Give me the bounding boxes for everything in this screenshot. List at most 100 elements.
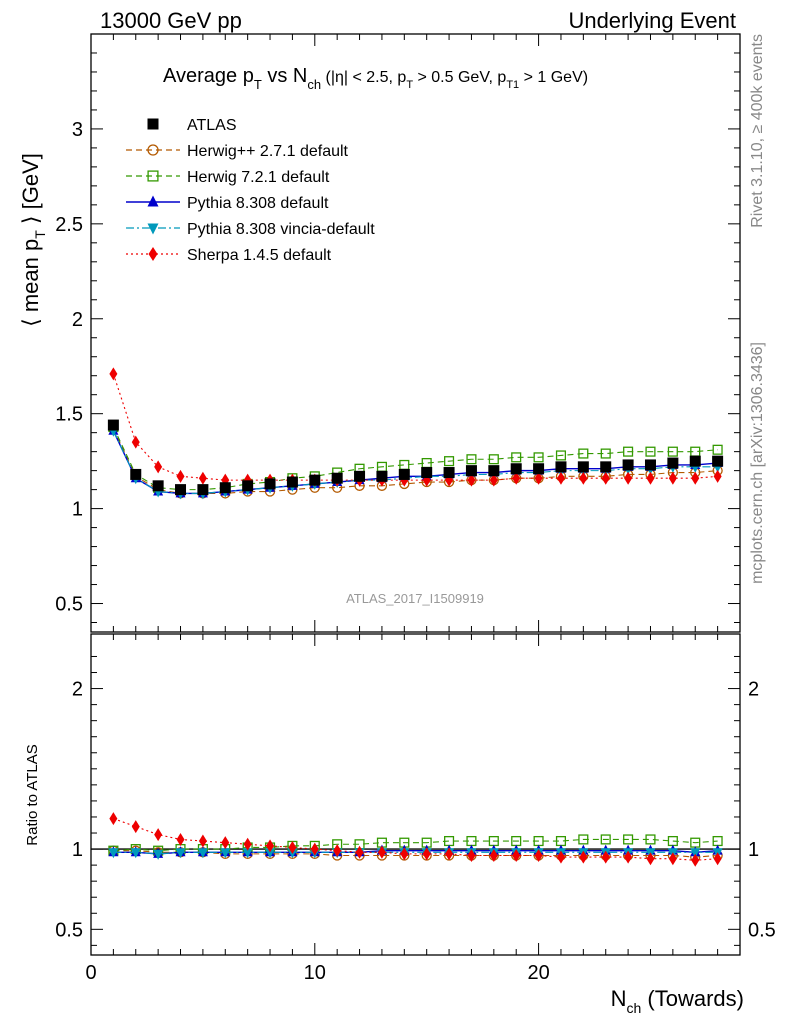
ratio-line-herwig7 — [113, 838, 718, 852]
point-atlas — [689, 455, 701, 467]
point-herwig7 — [488, 454, 499, 465]
x-label-a: N — [611, 986, 627, 1011]
point-herwig7 — [645, 446, 656, 457]
point-atlas — [197, 484, 209, 496]
point-atlas — [152, 480, 164, 492]
xtick-label: 20 — [527, 962, 549, 984]
main-ytick-label: 2 — [72, 309, 83, 331]
series-sherpa — [109, 367, 722, 487]
point-atlas — [264, 478, 276, 490]
point-sherpa — [512, 471, 521, 485]
ratio-line-herwigpp — [113, 850, 718, 858]
point-sherpa — [131, 435, 140, 449]
ratio-point-sherpa — [534, 848, 543, 862]
main-series-layer — [107, 367, 724, 500]
ratio-point-sherpa — [400, 847, 409, 861]
x-label-b: (Towards) — [641, 986, 744, 1011]
legend-marker-herwigpp — [147, 144, 159, 156]
title-cuts-sub-t: T — [406, 79, 413, 91]
point-atlas — [600, 461, 612, 473]
point-atlas — [667, 457, 679, 469]
point-herwig7 — [555, 450, 567, 461]
ratio-series-layer — [91, 812, 740, 867]
point-atlas — [443, 467, 455, 479]
legend-marker-sherpa — [148, 247, 158, 261]
point-sherpa — [198, 471, 207, 485]
point-herwig7 — [623, 446, 634, 457]
ratio-point-sherpa — [579, 850, 588, 864]
main-ytick-label: 1.5 — [55, 404, 83, 426]
title-cuts-c: > 1 GeV) — [519, 69, 588, 86]
legend-item-herwigpp: Herwig++ 2.7.1 default — [126, 143, 349, 160]
mcplots-label: mcplots.cern.ch [arXiv:1306.3436] — [749, 342, 766, 584]
ratio-point-sherpa — [713, 852, 722, 866]
ratio-point-sherpa — [668, 852, 677, 866]
point-atlas — [309, 474, 321, 486]
legend-item-vincia: Pythia 8.308 vincia-default — [126, 221, 375, 238]
title-vs: vs N — [262, 65, 308, 87]
main-ytick-label: 3 — [72, 119, 83, 141]
ratio-line-vincia — [113, 851, 718, 855]
ratio-point-sherpa — [489, 848, 498, 862]
legend: ATLAS Herwig++ 2.7.1 default Herwig 7.2.1 … — [126, 117, 375, 264]
series-atlas — [107, 419, 724, 496]
point-herwig7 — [466, 454, 477, 465]
ratio-panel-frame — [90, 633, 741, 956]
y-axis-label: ⟨ mean pT ⟩ [GeV] — [18, 153, 48, 327]
title-cuts-sub-t1: T1 — [506, 79, 519, 91]
header-right: Underlying Event — [568, 8, 736, 33]
point-sherpa — [556, 471, 565, 485]
ratio-point-vincia — [108, 848, 119, 859]
point-herwig7 — [712, 444, 723, 455]
point-atlas — [286, 476, 298, 488]
ratio-point-sherpa — [445, 847, 454, 861]
point-atlas — [555, 461, 567, 473]
legend-item-herwig7: Herwig 7.2.1 default — [126, 169, 330, 186]
point-atlas — [107, 419, 119, 431]
ratio-point-sherpa — [601, 850, 610, 864]
ratio-point-sherpa — [198, 834, 207, 848]
ratio-ytick-label-right: 2 — [748, 679, 759, 701]
ratio-point-sherpa — [154, 828, 163, 842]
legend-label-sherpa: Sherpa 1.4.5 default — [187, 247, 332, 264]
point-atlas — [712, 455, 724, 467]
point-herwig7 — [444, 456, 455, 467]
legend-label-atlas: ATLAS — [187, 117, 237, 134]
ratio-ytick-label: 1 — [72, 839, 83, 861]
ratio-point-sherpa — [377, 845, 386, 859]
ratio-point-sherpa — [109, 812, 118, 826]
legend-marker-vincia — [147, 223, 159, 235]
point-atlas — [577, 461, 589, 473]
point-atlas — [510, 463, 522, 475]
point-atlas — [219, 482, 231, 494]
ratio-point-vincia — [690, 848, 701, 859]
main-panel-frame — [90, 33, 741, 633]
plot-title: Average pT vs Nch (|η| < 2.5, pT > 0.5 G… — [163, 65, 588, 92]
point-atlas — [465, 465, 477, 477]
point-herwig7 — [578, 448, 589, 459]
ratio-point-vincia — [130, 848, 141, 859]
legend-label-vincia: Pythia 8.308 vincia-default — [187, 221, 375, 238]
point-sherpa — [624, 471, 633, 485]
ratio-point-sherpa — [422, 847, 431, 861]
series-line-vincia — [112, 430, 718, 494]
ratio-point-vincia — [175, 848, 186, 859]
ratio-point-sherpa — [310, 842, 319, 856]
ratio-ytick-label-right: 0.5 — [748, 919, 776, 941]
point-sherpa — [109, 367, 118, 381]
point-atlas — [242, 480, 254, 492]
ratio-axis-ticks: 0.5 0.51 12 20 10 20 — [55, 634, 776, 984]
ratio-point-sherpa — [221, 836, 230, 850]
point-atlas — [376, 470, 388, 482]
title-cuts-b: > 0.5 GeV, p — [413, 69, 506, 86]
ratio-point-vincia — [242, 848, 253, 859]
xtick-label: 0 — [85, 962, 96, 984]
legend-item-pythia: Pythia 8.308 default — [126, 195, 329, 212]
ratio-point-sherpa — [355, 845, 364, 859]
ratio-ytick-label: 0.5 — [55, 919, 83, 941]
point-sherpa — [467, 473, 476, 487]
ratio-point-sherpa — [467, 848, 476, 862]
point-atlas — [421, 467, 433, 479]
point-atlas — [331, 472, 343, 484]
